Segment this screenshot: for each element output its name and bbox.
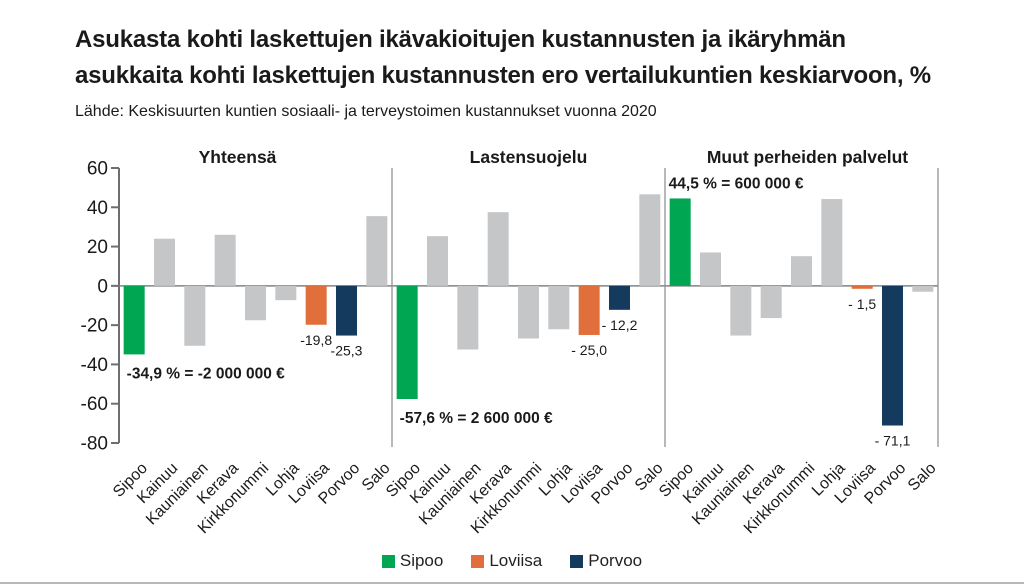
y-tick-label: -40 — [81, 355, 108, 376]
legend-swatch-loviisa — [471, 554, 485, 568]
chart-header: Asukasta kohti laskettujen ikävakioituje… — [75, 22, 1020, 122]
bar-panel1-loviisa — [305, 285, 327, 325]
legend-label-sipoo: Sipoo — [399, 551, 444, 570]
title-line-1: Asukasta kohti laskettujen ikävakioituje… — [75, 26, 846, 53]
value-label-panel2-bar6: - 25,0 — [571, 342, 607, 358]
bottom-border — [0, 582, 1024, 584]
bar-panel2-salo — [639, 194, 661, 286]
y-tick-label: -20 — [81, 316, 108, 337]
legend-label-loviisa: Loviisa — [489, 551, 543, 570]
bar-panel3-sipoo — [669, 198, 691, 286]
y-tick-label: 0 — [97, 276, 108, 297]
callout-panel2: -57,6 % = 2 600 000 € — [400, 410, 553, 427]
legend-swatch-sipoo — [381, 554, 395, 568]
callout-panel3: 44,5 % = 600 000 € — [669, 175, 804, 192]
bar-panel1-kauniainen — [184, 285, 206, 346]
bar-panel3-kirkkonummi — [791, 256, 812, 286]
panel-title-3: Muut perheiden palvelut — [707, 147, 908, 167]
y-tick-label: 20 — [87, 237, 108, 258]
bar-panel3-porvoo — [882, 285, 903, 426]
value-label-panel3-bar7: - 71,1 — [875, 433, 911, 449]
value-label-panel2-bar7: - 12,2 — [602, 317, 638, 333]
bar-panel3-loviisa — [851, 285, 873, 289]
panel-title-1: Yhteensä — [199, 147, 277, 167]
bar-panel1-kainuu — [154, 238, 175, 286]
chart-title: Asukasta kohti laskettujen ikävakioituje… — [75, 22, 1020, 94]
value-label-panel1-bar6: -19,8 — [300, 332, 332, 348]
legend: Sipoo Loviisa Porvoo — [0, 551, 1024, 571]
bar-panel1-kerava — [214, 234, 236, 286]
bar-panel3-kerava — [760, 285, 782, 319]
title-line-2: asukkaita kohti laskettujen kustannusten… — [75, 62, 931, 89]
panel-title-2: Lastensuojelu — [470, 147, 588, 167]
bar-panel2-kirkkonummi — [518, 285, 539, 339]
bar-panel3-lohja — [821, 199, 843, 286]
y-tick-label: 40 — [87, 198, 108, 219]
bar-panel1-salo — [366, 216, 388, 286]
value-label-panel1-bar7: -25,3 — [331, 343, 363, 359]
x-label-panel3-salo: Salo — [905, 460, 940, 495]
source-note: Lähde: Keskisuurten kuntien sosiaali- ja… — [75, 103, 657, 120]
y-tick-label: -80 — [81, 434, 108, 455]
y-tick-label: -60 — [81, 394, 108, 415]
bar-panel1-porvoo — [336, 285, 357, 336]
y-tick-label: 60 — [87, 159, 108, 180]
bar-panel2-loviisa — [578, 285, 600, 335]
bar-panel2-porvoo — [609, 285, 630, 310]
bar-panel3-salo — [912, 285, 934, 292]
legend-swatch-porvoo — [570, 554, 584, 568]
value-label-panel3-bar6: - 1,5 — [848, 296, 876, 312]
bar-panel2-lohja — [548, 285, 570, 330]
bar-panel1-kirkkonummi — [245, 285, 266, 321]
bar-panel1-lohja — [275, 285, 297, 301]
bar-panel2-kauniainen — [457, 285, 479, 350]
bar-panel2-kainuu — [427, 236, 448, 286]
bar-panel2-sipoo — [396, 285, 418, 399]
legend-item-loviisa: Loviisa — [471, 551, 542, 571]
bar-panel1-sipoo — [123, 285, 145, 355]
bar-panel3-kauniainen — [730, 285, 752, 336]
legend-item-sipoo: Sipoo — [381, 551, 444, 571]
legend-item-porvoo: Porvoo — [570, 551, 642, 571]
legend-label-porvoo: Porvoo — [588, 551, 643, 570]
bar-panel2-kerava — [487, 212, 509, 286]
bar-panel3-kainuu — [700, 252, 721, 286]
callout-panel1: -34,9 % = -2 000 000 € — [127, 365, 286, 382]
